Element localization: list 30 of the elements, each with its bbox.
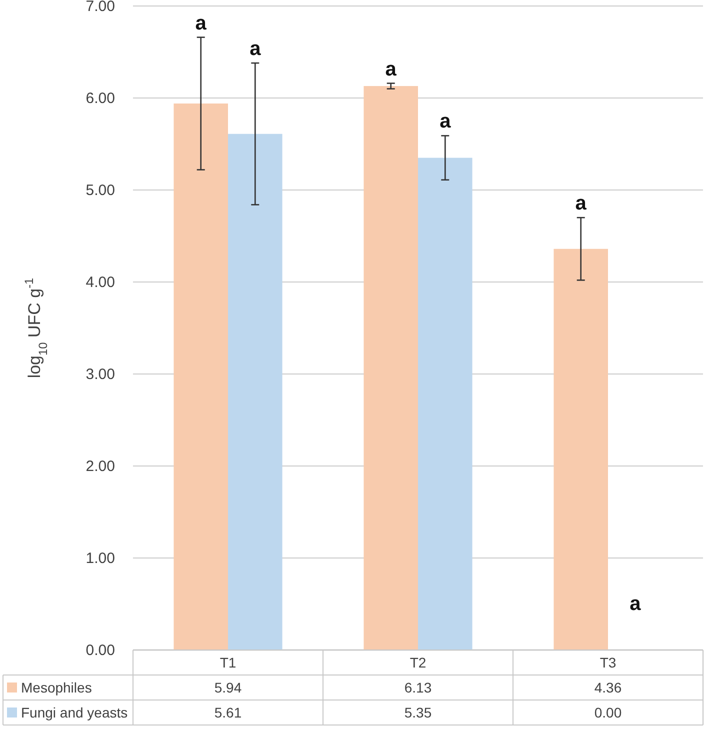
bar [364, 86, 418, 650]
annotation: a [575, 192, 588, 215]
data-label: 6.13 [404, 680, 432, 696]
annotation: a [250, 38, 262, 60]
annotation: a [195, 12, 208, 34]
annotation: a [440, 110, 452, 133]
annotation: a [385, 58, 398, 80]
y-tick-label: 5.00 [86, 182, 115, 199]
y-tick-label: 3.00 [86, 366, 115, 383]
bar [418, 158, 472, 650]
x-tick-label: T2 [410, 654, 426, 670]
bar [228, 134, 282, 650]
y-tick-label: 0.00 [86, 642, 115, 659]
data-label: 5.61 [214, 704, 242, 720]
legend-label: Fungi and yeasts [21, 704, 128, 720]
bar [554, 248, 608, 650]
y-tick-label: 2.00 [86, 458, 115, 475]
y-tick-label: 4.00 [86, 274, 115, 291]
legend-label: Mesophiles [21, 680, 92, 696]
bar [174, 104, 228, 650]
data-label: 5.35 [404, 704, 432, 720]
data-label: 0.00 [594, 704, 622, 720]
x-tick-label: T3 [600, 654, 616, 670]
x-tick-label: T1 [220, 654, 236, 670]
data-label: 5.94 [214, 680, 242, 696]
annotation: a [630, 593, 642, 615]
y-tick-label: 7.00 [86, 0, 115, 15]
data-label: 4.36 [594, 680, 622, 696]
y-tick-label: 6.00 [86, 90, 115, 107]
y-tick-label: 1.00 [86, 550, 115, 567]
